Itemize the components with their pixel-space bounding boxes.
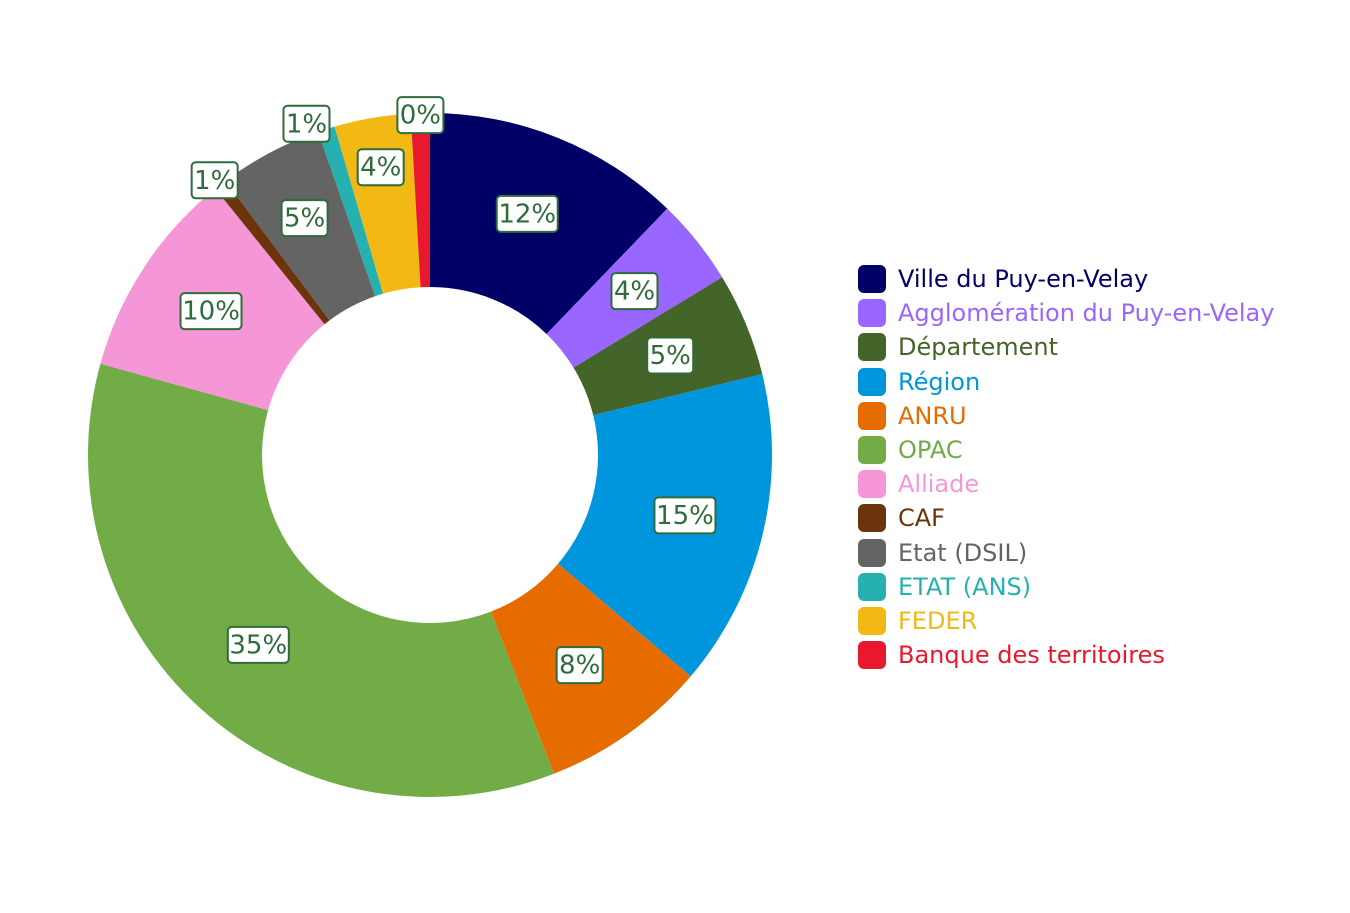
- legend-swatch: [858, 504, 886, 533]
- legend-item-opac: OPAC: [858, 433, 1338, 467]
- legend-label: Banque des territoires: [898, 641, 1165, 670]
- data-label-text: 10%: [182, 297, 240, 327]
- legend-swatch: [858, 538, 886, 567]
- data-label-box: [356, 148, 405, 187]
- legend-item-etat-dsil: Etat (DSIL): [858, 536, 1338, 570]
- legend-label: Ville du Puy-en-Velay: [898, 265, 1149, 294]
- slice-banque-des-territoires: [410, 113, 430, 288]
- data-label-box: [190, 161, 239, 200]
- data-label-feder: 4%: [356, 148, 405, 187]
- legend-label: OPAC: [898, 436, 963, 465]
- legend-swatch: [858, 470, 886, 499]
- legend-label: Alliade: [898, 470, 980, 499]
- data-label-etat-ans: 1%: [282, 104, 331, 143]
- data-label-etat-dsil: 5%: [280, 199, 329, 238]
- data-label-ville-du-puy-en-velay: 12%: [495, 194, 559, 233]
- data-label-banque-des-territoires: 0%: [396, 96, 445, 135]
- data-label-text: 4%: [360, 153, 401, 183]
- data-label-text: 0%: [400, 101, 441, 131]
- legend-swatch: [858, 265, 886, 294]
- slice-etat-ans: [318, 126, 384, 297]
- data-label-caf: 1%: [190, 161, 239, 200]
- legend-item-region: Région: [858, 365, 1338, 399]
- legend-swatch: [858, 606, 886, 635]
- slice-caf: [215, 180, 330, 325]
- legend-swatch: [858, 572, 886, 601]
- legend-label: ANRU: [898, 401, 967, 430]
- legend-item-anru: ANRU: [858, 399, 1338, 433]
- slice-opac: [87, 363, 554, 798]
- legend-item-feder: FEDER: [858, 604, 1338, 638]
- data-label-box: [282, 104, 331, 143]
- data-label-text: 15%: [656, 501, 714, 531]
- legend-item-departement: Département: [858, 330, 1338, 364]
- data-label-box: [646, 336, 695, 375]
- legend-label: Agglomération du Puy-en-Velay: [898, 299, 1275, 328]
- data-label-region: 15%: [653, 496, 717, 535]
- data-label-departement: 5%: [646, 336, 695, 375]
- data-label-text: 5%: [284, 204, 325, 234]
- data-label-box: [280, 199, 329, 238]
- legend-item-banque-des-territoires: Banque des territoires: [858, 638, 1338, 672]
- data-label-text: 12%: [498, 199, 556, 229]
- data-label-text: 5%: [650, 341, 691, 371]
- data-label-text: 8%: [559, 651, 600, 681]
- chart-legend: Ville du Puy-en-Velay Agglomération du Pu…: [858, 262, 1338, 672]
- data-label-anru: 8%: [555, 646, 604, 685]
- legend-swatch: [858, 436, 886, 465]
- legend-item-alliade: Alliade: [858, 467, 1338, 501]
- data-label-box: [653, 496, 717, 535]
- data-label-text: 1%: [194, 166, 235, 196]
- legend-label: Département: [898, 333, 1058, 362]
- chart-data-labels: 12% 4% 5% 15% 8% 35% 10% 1% 5% 1% 4% 0%: [179, 96, 717, 685]
- chart-slices: [87, 113, 773, 798]
- legend-label: Etat (DSIL): [898, 538, 1028, 567]
- data-label-box: [495, 194, 559, 233]
- legend-swatch: [858, 401, 886, 430]
- legend-swatch: [858, 299, 886, 328]
- data-label-text: 35%: [229, 630, 287, 660]
- legend-item-ville-du-puy-en-velay: Ville du Puy-en-Velay: [858, 262, 1338, 296]
- data-label-box: [610, 272, 659, 311]
- legend-label: FEDER: [898, 606, 978, 635]
- legend-swatch: [858, 641, 886, 670]
- data-label-box: [179, 292, 243, 331]
- legend-item-caf: CAF: [858, 501, 1338, 535]
- data-label-text: 1%: [286, 109, 327, 139]
- legend-swatch: [858, 333, 886, 362]
- legend-item-etat-ans: ETAT (ANS): [858, 570, 1338, 604]
- data-label-agglomeration-du-puy-en-velay: 4%: [610, 272, 659, 311]
- donut-chart: 12% 4% 5% 15% 8% 35% 10% 1% 5% 1% 4% 0%: [87, 96, 773, 798]
- legend-label: ETAT (ANS): [898, 572, 1032, 601]
- legend-swatch: [858, 367, 886, 396]
- legend-label: CAF: [898, 504, 945, 533]
- data-label-box: [396, 96, 445, 135]
- data-label-box: [555, 646, 604, 685]
- data-label-alliade: 10%: [179, 292, 243, 331]
- data-label-box: [226, 625, 290, 664]
- legend-item-agglomeration-du-puy-en-velay: Agglomération du Puy-en-Velay: [858, 296, 1338, 330]
- legend-label: Région: [898, 367, 981, 396]
- data-label-opac: 35%: [226, 625, 290, 664]
- data-label-text: 4%: [614, 277, 655, 307]
